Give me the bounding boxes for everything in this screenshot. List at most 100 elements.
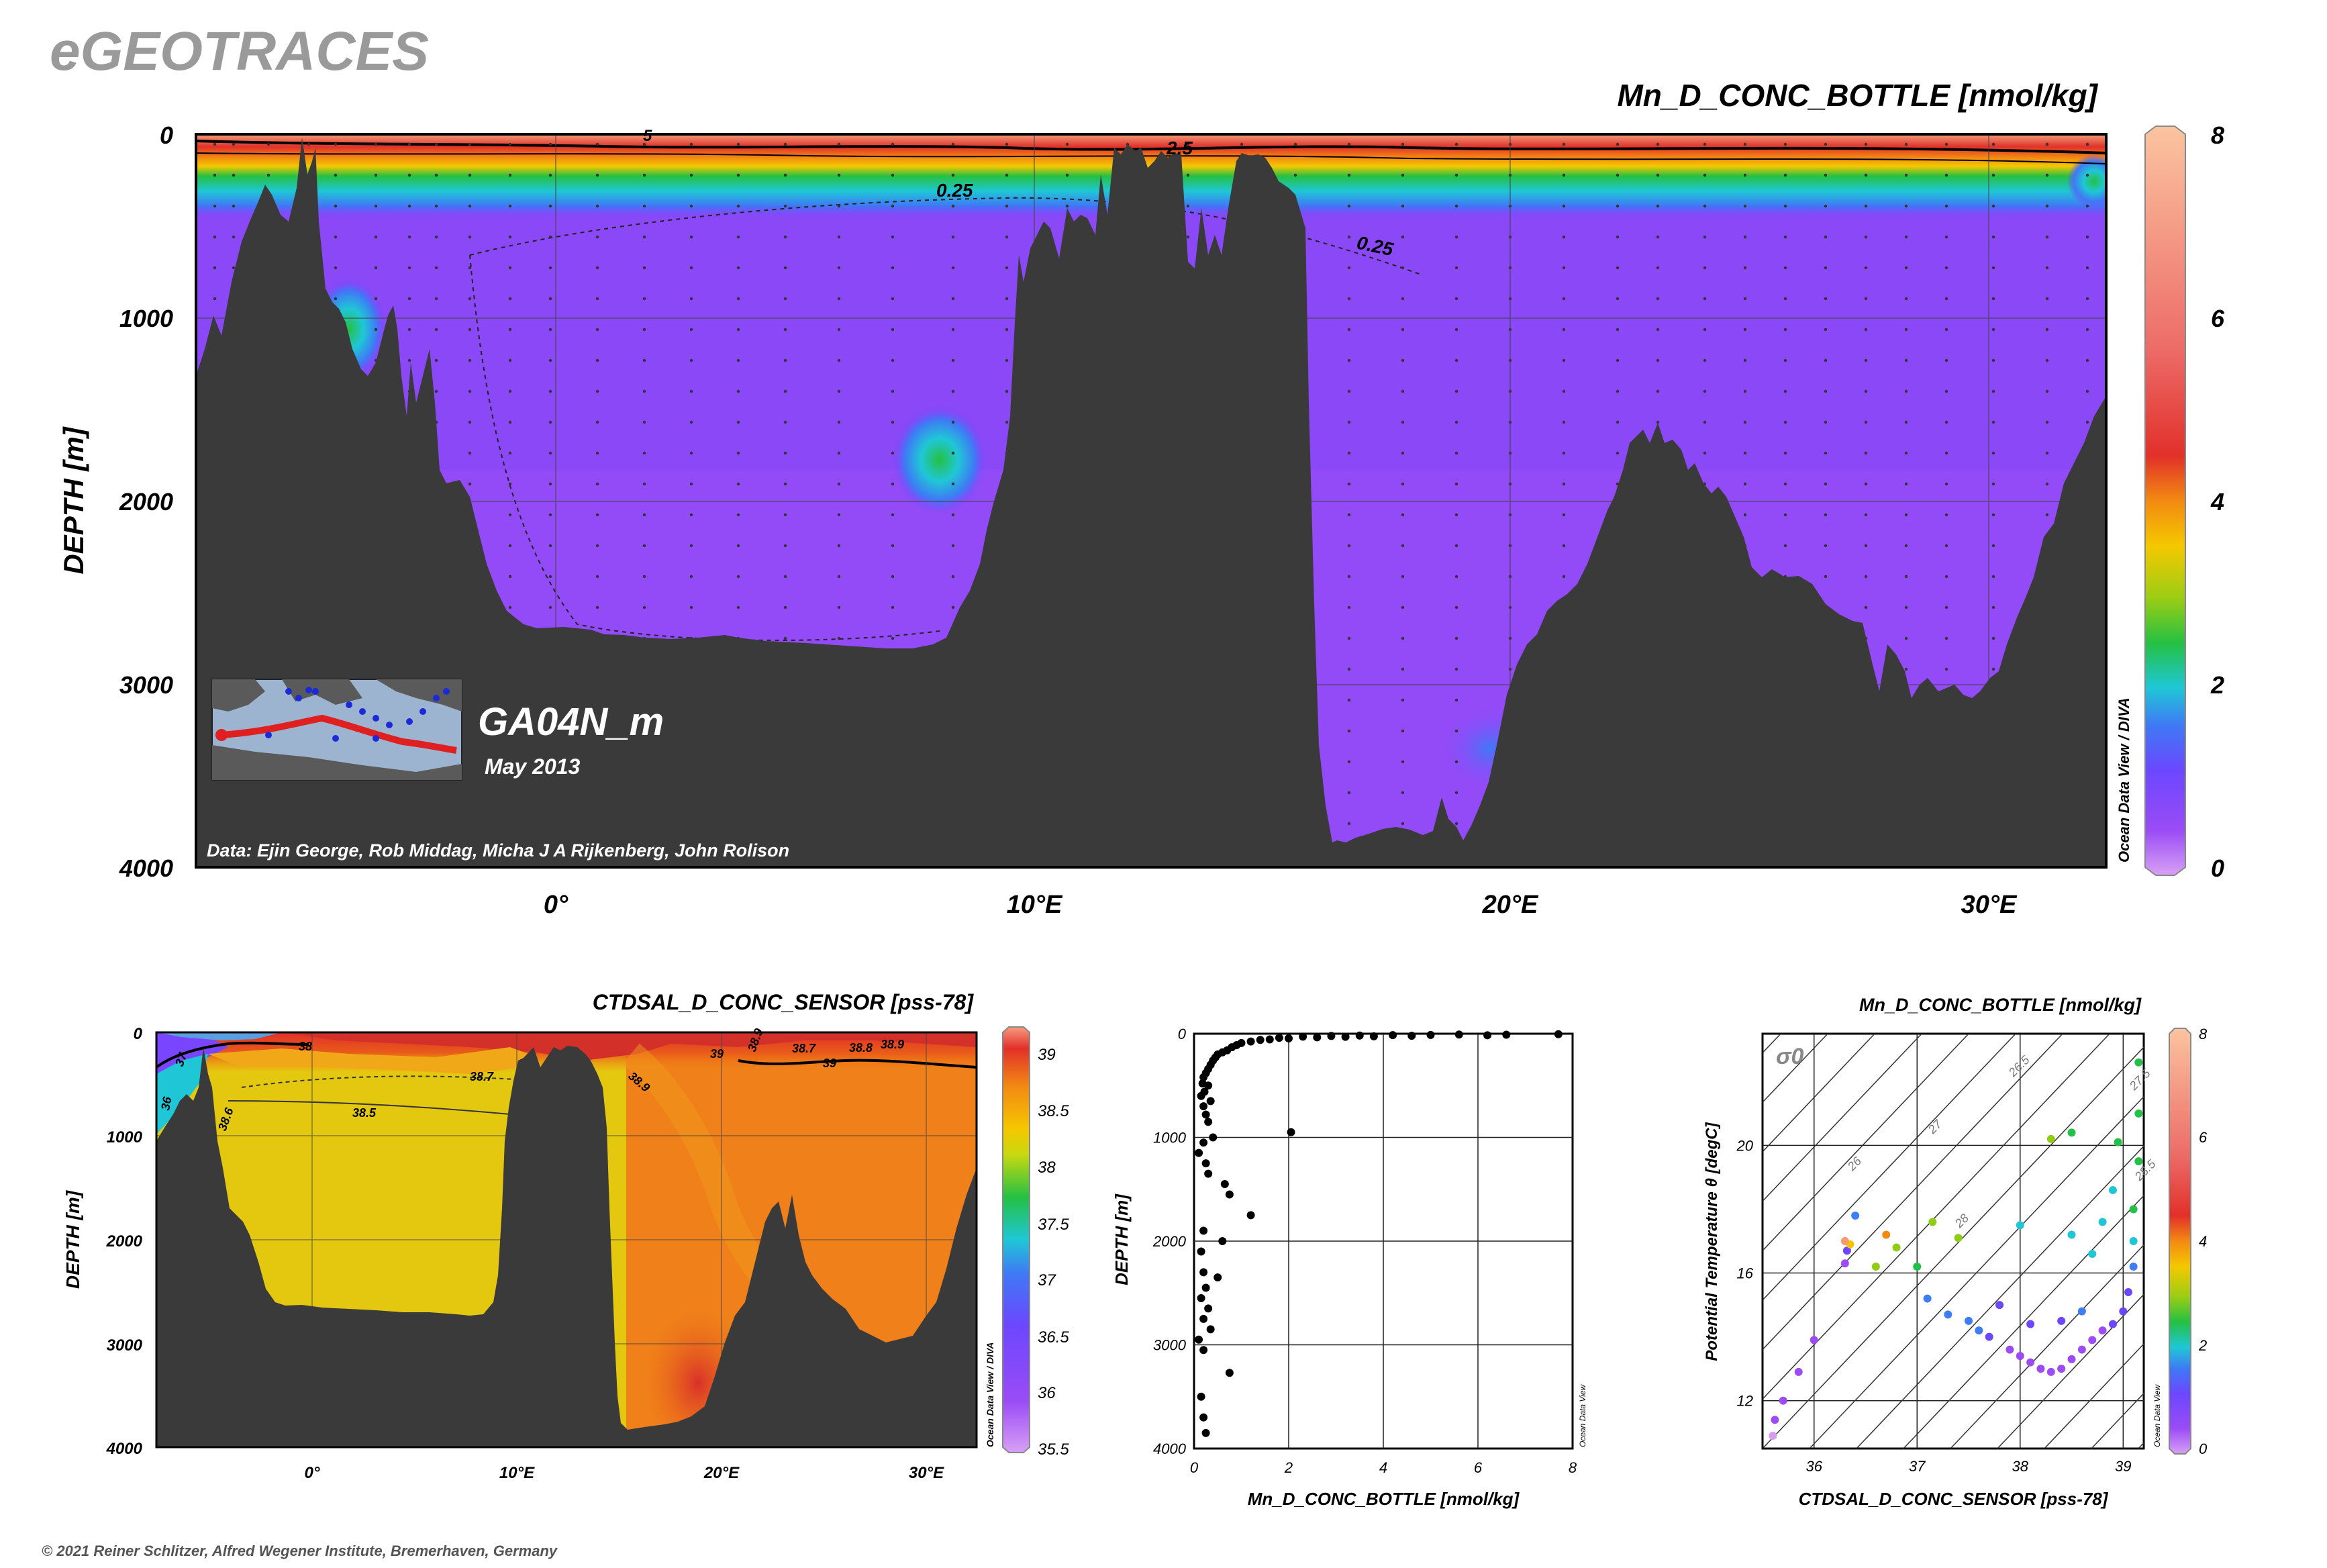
- station-sample-dot: [1703, 328, 1707, 332]
- ts-point: [2129, 1237, 2138, 1245]
- station-sample-dot: [1454, 266, 1458, 270]
- station-sample-dot: [1991, 420, 1995, 424]
- station-sample-dot: [736, 513, 740, 517]
- station-sample-dot: [1562, 482, 1566, 486]
- station-sample-dot: [1944, 605, 1948, 609]
- profile-point: [1246, 1037, 1255, 1046]
- station-sample-dot: [1656, 420, 1660, 424]
- profile-point: [1195, 1148, 1203, 1157]
- station-sample-dot: [1944, 297, 1948, 301]
- station-sample-dot: [1240, 142, 1244, 146]
- station-sample-dot: [595, 297, 599, 301]
- station-sample-dot: [1454, 822, 1458, 826]
- ts-point: [2098, 1218, 2107, 1226]
- station-sample-dot: [1065, 142, 1069, 146]
- station-sample-dot: [2045, 451, 2049, 455]
- contour-label: 39: [823, 1057, 836, 1070]
- isopycnal-line: [2044, 1343, 2144, 1449]
- station-sample-dot: [783, 420, 787, 424]
- station-sample-dot: [736, 328, 740, 332]
- station-sample-dot: [2045, 297, 2049, 301]
- station-sample-dot: [2085, 389, 2089, 393]
- station-sample-dot: [1824, 142, 1828, 146]
- station-sample-dot: [1703, 389, 1707, 393]
- station-sample-dot: [1783, 358, 1787, 362]
- station-sample-dot: [736, 605, 740, 609]
- station-sample-dot: [1562, 328, 1566, 332]
- station-sample-dot: [1616, 204, 1620, 208]
- station-sample-dot: [1005, 389, 1009, 393]
- colorbar-tick-label: 37: [1038, 1271, 1056, 1289]
- mn-depth-axis: 0 1000 2000 3000 4000 DEPTH [m]: [58, 121, 173, 882]
- station-sample-dot: [266, 173, 270, 177]
- station-sample-dot: [508, 358, 512, 362]
- station-sample-dot: [1347, 173, 1351, 177]
- station-sample-dot: [407, 142, 411, 146]
- station-sample-dot: [837, 235, 841, 239]
- station-sample-dot: [1401, 575, 1405, 579]
- station-sample-dot: [1944, 328, 1948, 332]
- station-sample-dot: [1783, 173, 1787, 177]
- station-sample-dot: [548, 328, 552, 332]
- station-sample-dot: [595, 605, 599, 609]
- station-sample-dot: [1616, 451, 1620, 455]
- station-sample-dot: [891, 235, 895, 239]
- station-sample-dot: [1454, 420, 1458, 424]
- station-sample-dot: [951, 173, 955, 177]
- station-sample-dot: [837, 389, 841, 393]
- lon-tick-label: 10°E: [1007, 891, 1063, 919]
- station-sample-dot: [1991, 328, 1995, 332]
- station-sample-dot: [1864, 420, 1868, 424]
- station-sample-dot: [2085, 204, 2089, 208]
- profile-point: [1287, 1128, 1295, 1136]
- ts-point: [2129, 1205, 2138, 1214]
- isopycnal-line: [1903, 1195, 2144, 1449]
- station-sample-dot: [689, 142, 693, 146]
- station-sample-dot: [891, 605, 895, 609]
- colorbar-tick-label: 0: [2211, 854, 2224, 882]
- station-sample-dot: [951, 297, 955, 301]
- station-sample-dot: [1991, 451, 1995, 455]
- colorbar-tick-label: 39: [1038, 1046, 1056, 1064]
- isopycnal-line: [1763, 1034, 2110, 1400]
- station-sample-dot: [1562, 266, 1566, 270]
- station-sample-dot: [1944, 173, 1948, 177]
- station-sample-dot: [837, 266, 841, 270]
- ts-point: [1965, 1316, 1973, 1325]
- station-sample-dot: [1991, 204, 1995, 208]
- station-sample-dot: [1005, 173, 1009, 177]
- station-sample-dot: [1904, 328, 1908, 332]
- profile-points: [1195, 1030, 1563, 1437]
- ts-point: [1985, 1332, 1993, 1341]
- station-sample-dot: [1616, 328, 1620, 332]
- station-sample-dot: [642, 142, 646, 146]
- station-sample-dot: [1864, 389, 1868, 393]
- station-sample-dot: [1743, 328, 1747, 332]
- station-sample-dot: [2085, 358, 2089, 362]
- station-sample-dot: [548, 575, 552, 579]
- station-sample-dot: [2085, 173, 2089, 177]
- station-sample-dot: [642, 358, 646, 362]
- ts-point: [2046, 1367, 2055, 1376]
- station-sample-dot: [213, 266, 217, 270]
- station-sample-dot: [1703, 297, 1707, 301]
- station-sample-dot: [1656, 328, 1660, 332]
- station-sample-dot: [1991, 235, 1995, 239]
- ts-y-axis-label: Potential Temperature θ [degC]: [1703, 1122, 1721, 1361]
- lon-tick-label: 20°E: [1482, 891, 1539, 919]
- station-sample-dot: [595, 451, 599, 455]
- station-sample-dot: [642, 482, 646, 486]
- ts-point: [2026, 1320, 2035, 1328]
- station-sample-dot: [891, 636, 895, 640]
- station-sample-dot: [434, 142, 438, 146]
- colorbar-tick-label: 6: [2199, 1129, 2208, 1146]
- station-sample-dot: [1005, 235, 1009, 239]
- mn-section-frame: [195, 133, 2108, 869]
- station-sample-dot: [1944, 544, 1948, 548]
- station-sample-dot: [1347, 297, 1351, 301]
- station-sample-dot: [1783, 544, 1787, 548]
- profile-point: [1204, 1169, 1213, 1178]
- mn-lon-axis: 0° 10°E 20°E 30°E: [544, 891, 2018, 919]
- ts-point: [1995, 1301, 2004, 1310]
- odv-watermark: Ocean Data View / DIVA: [2116, 697, 2132, 863]
